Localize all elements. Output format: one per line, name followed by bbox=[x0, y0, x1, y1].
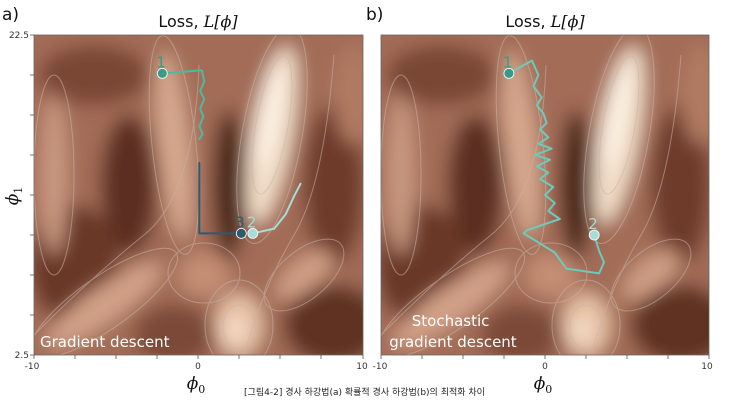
panel-b-point-2 bbox=[588, 229, 600, 241]
panel-b-point-label-2: 2 bbox=[588, 215, 598, 233]
panel-b-xtick-left: -10 bbox=[373, 362, 388, 372]
panel-a-x-axis-subscript: 0 bbox=[198, 383, 205, 396]
panel-b-method-label: Stochastic gradient descent bbox=[389, 312, 517, 351]
panel-b-x-axis-label: ϕ0 bbox=[534, 374, 553, 396]
panel-a-point-3 bbox=[235, 227, 247, 239]
panel-a-method-line-1: Gradient descent bbox=[40, 333, 170, 351]
panel-a-x-axis-symbol: ϕ bbox=[187, 374, 199, 394]
panel-b-points: 12 bbox=[503, 53, 600, 241]
panel-a-trajectory-3 bbox=[251, 182, 302, 235]
panel-a-trajectories bbox=[161, 69, 302, 235]
panel-b-method-line-2: gradient descent bbox=[389, 333, 517, 351]
panel-a-point-label-3: 3 bbox=[235, 213, 245, 231]
panel-a-xtick-mid: 0 bbox=[195, 362, 201, 372]
panel-b-x-ticks bbox=[380, 355, 710, 359]
panel-b-x-axis-subscript: 0 bbox=[545, 383, 552, 396]
panel-a-title: Loss, L[ϕ] bbox=[158, 12, 238, 31]
panel-b-point-label-1: 1 bbox=[503, 53, 513, 71]
figure-caption: [그림4-2] 경사 하강법(a) 확률적 경사 하강법(b)의 최적화 차이 bbox=[244, 388, 485, 398]
panel-b: b) Loss, L[ϕ] 12 Stochastic gradient des… bbox=[366, 5, 713, 396]
panel-b-letter: b) bbox=[366, 5, 383, 25]
panel-a-point-label-2: 2 bbox=[247, 213, 257, 231]
panel-a-letter: a) bbox=[2, 5, 19, 25]
panel-a-point-label-1: 1 bbox=[156, 53, 166, 71]
panel-a-xtick-left: -10 bbox=[25, 362, 40, 372]
panel-a-trajectory-2 bbox=[198, 162, 243, 235]
panel-b-title: Loss, L[ϕ] bbox=[505, 12, 585, 31]
panel-a-x-axis-label: ϕ0 bbox=[187, 374, 206, 396]
panel-a-ytick-bottom: 2.5 bbox=[15, 351, 29, 361]
panel-a-title-prefix: Loss, bbox=[158, 12, 203, 31]
panel-b-title-math: L[ϕ] bbox=[550, 12, 586, 31]
panel-a: a) Loss, L[ϕ] 1 3 2 Gradient descent bbox=[2, 5, 368, 396]
panel-a-title-math: L[ϕ] bbox=[203, 12, 239, 31]
panel-a-method-label: Gradient descent bbox=[40, 333, 170, 351]
panel-b-point-1 bbox=[503, 68, 515, 79]
panel-a-points: 1 3 2 bbox=[156, 53, 259, 239]
panel-a-y-axis-symbol: ϕ bbox=[3, 193, 23, 205]
panel-b-xtick-right: 10 bbox=[701, 362, 713, 372]
panel-b-title-prefix: Loss, bbox=[505, 12, 550, 31]
panel-a-ytick-top: 22.5 bbox=[9, 31, 29, 41]
panel-a-x-ticks bbox=[33, 355, 364, 359]
panel-a-y-axis-label: ϕ1 bbox=[3, 187, 25, 206]
panel-b-x-axis-symbol: ϕ bbox=[534, 374, 546, 394]
panel-a-point-1 bbox=[156, 68, 168, 79]
panel-b-xtick-mid: 0 bbox=[542, 362, 548, 372]
panel-b-method-line-1: Stochastic bbox=[412, 312, 490, 330]
panel-a-point-2 bbox=[247, 227, 259, 239]
panel-a-y-ticks bbox=[30, 34, 34, 356]
panel-a-xtick-right: 10 bbox=[356, 362, 368, 372]
panel-a-y-axis-subscript: 1 bbox=[12, 187, 25, 194]
panel-a-trajectory-1 bbox=[161, 69, 206, 140]
panel-b-trajectory-1 bbox=[507, 59, 605, 275]
panel-b-trajectories bbox=[507, 59, 605, 275]
